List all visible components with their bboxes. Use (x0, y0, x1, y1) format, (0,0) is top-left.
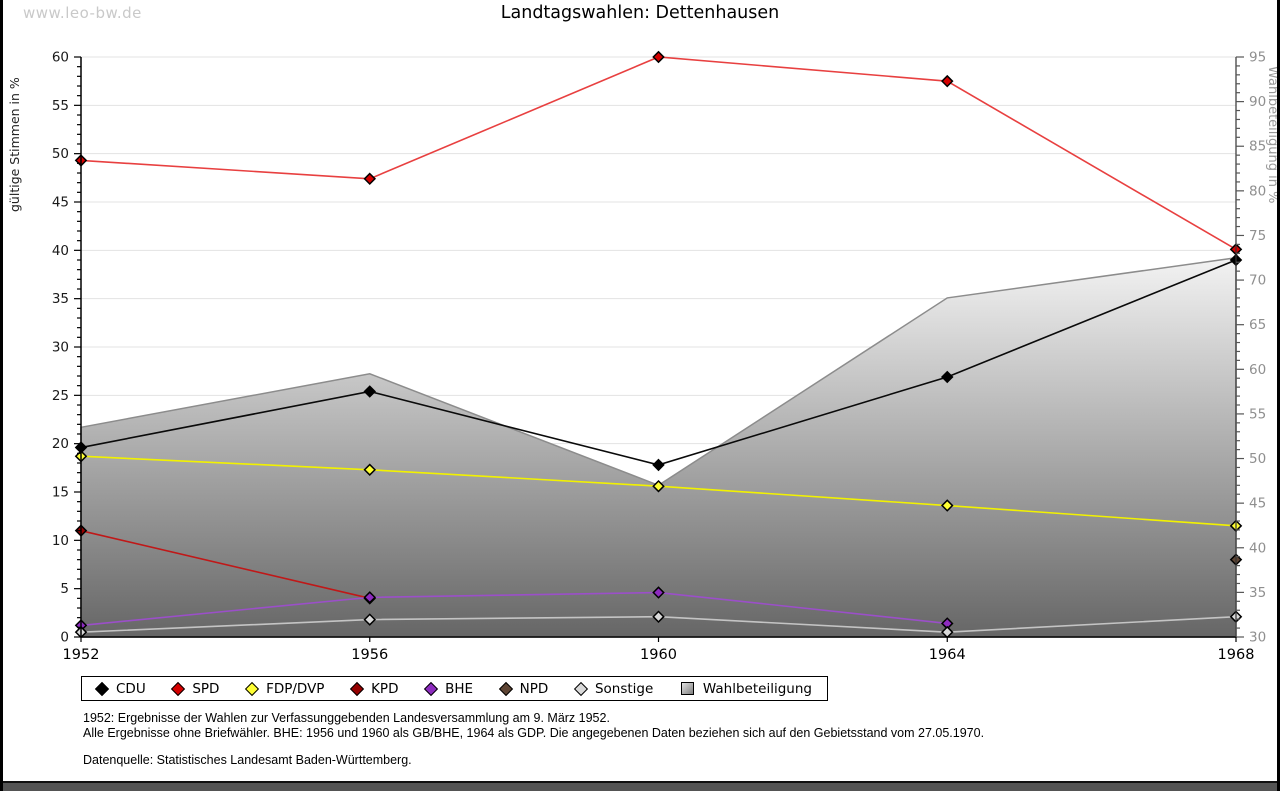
legend-label-bhe: BHE (445, 680, 474, 697)
svg-text:50: 50 (52, 146, 69, 162)
svg-text:1968: 1968 (1218, 647, 1255, 663)
legend-marker-wahlbeteiligung (680, 682, 694, 695)
svg-text:50: 50 (1249, 451, 1266, 467)
svg-text:5: 5 (60, 581, 69, 597)
legend-item-wahlbeteiligung: Wahlbeteiligung (680, 680, 812, 697)
data-point-cdu-1964 (940, 370, 954, 384)
svg-text:55: 55 (1249, 406, 1266, 422)
data-point-spd-1964 (940, 74, 954, 88)
svg-text:35: 35 (52, 291, 69, 307)
svg-text:80: 80 (1249, 183, 1266, 199)
data-point-fdp-dvp-1964 (940, 499, 954, 512)
data-point-sonstige-1960 (652, 610, 665, 623)
legend-label-fdp-dvp: FDP/DVP (266, 680, 325, 697)
svg-text:70: 70 (1249, 273, 1266, 289)
legend-marker-npd (498, 681, 513, 696)
legend-label-spd: SPD (192, 680, 220, 697)
legend-marker-kpd (350, 681, 365, 696)
legend-item-spd: SPD (171, 680, 220, 697)
svg-text:1960: 1960 (640, 647, 677, 663)
footnote-line-1: 1952: Ergebnisse der Wahlen zur Verfassu… (83, 711, 610, 725)
svg-text:95: 95 (1249, 50, 1266, 66)
svg-text:35: 35 (1249, 585, 1266, 601)
legend-label-kpd: KPD (371, 680, 399, 697)
legend-marker-fdp-dvp (244, 681, 260, 696)
svg-text:1964: 1964 (929, 647, 966, 663)
data-point-cdu-1960 (652, 458, 665, 472)
footnote-line-2: Alle Ergebnisse ohne Briefwähler. BHE: 1… (83, 725, 985, 740)
line-bhe (80, 591, 948, 627)
footnotes: 1952: Ergebnisse der Wahlen zur Verfassu… (83, 711, 984, 768)
svg-text:55: 55 (52, 98, 69, 114)
data-point-fdp-dvp-1960 (652, 479, 665, 493)
legend-label-sonstige: Sonstige (594, 680, 654, 697)
turnout-area (80, 256, 1237, 638)
legend-marker-bhe (424, 681, 439, 696)
legend-item-kpd: KPD (350, 680, 399, 697)
legend-marker-cdu (94, 681, 110, 696)
svg-text:60: 60 (1249, 362, 1266, 378)
line-kpd (80, 529, 370, 600)
svg-text:10: 10 (52, 533, 69, 549)
right-axis-title: Wahlbeteiligung in % (1265, 66, 1280, 203)
svg-text:1956: 1956 (351, 647, 388, 663)
legend-marker-spd (171, 681, 186, 696)
data-point-fdp-dvp-1956 (363, 463, 377, 477)
svg-text:90: 90 (1249, 94, 1266, 110)
axes: 0 5 10 15 20 25 30 35 40 45 50 55 60 30 35 40 45 50 55 60 65… (7, 50, 1280, 664)
svg-text:85: 85 (1249, 139, 1266, 155)
svg-text:1952: 1952 (63, 647, 100, 663)
legend-label-wahlbeteiligung: Wahlbeteiligung (702, 680, 812, 697)
svg-text:0: 0 (60, 630, 69, 646)
svg-text:25: 25 (52, 388, 69, 404)
legend-item-sonstige: Sonstige (573, 680, 654, 697)
svg-text:30: 30 (1249, 630, 1266, 646)
svg-text:65: 65 (1249, 317, 1266, 333)
svg-text:40: 40 (52, 243, 69, 259)
legend: CDU SPD FDP/DVP KPD BHE NPD Sonstige Wahlbeteil… (81, 676, 828, 701)
legend-label-cdu: CDU (116, 680, 146, 697)
svg-text:40: 40 (1249, 540, 1266, 556)
legend-item-fdp-dvp: FDP/DVP (244, 680, 325, 697)
data-point-spd-1956 (363, 172, 377, 186)
left-axis-title: gültige Stimmen in % (7, 77, 22, 212)
svg-text:20: 20 (52, 436, 69, 452)
watermark: www.leo-bw.de (23, 4, 142, 22)
svg-text:45: 45 (1249, 496, 1266, 512)
svg-text:60: 60 (52, 50, 69, 66)
legend-marker-sonstige (573, 681, 589, 696)
data-point-spd-1960 (652, 50, 665, 64)
chart-svg: 0 5 10 15 20 25 30 35 40 45 50 55 60 30 35 40 45 50 55 60 65… (7, 50, 1280, 664)
legend-label-npd: NPD (519, 680, 549, 697)
svg-text:45: 45 (52, 195, 69, 211)
chart: 0 5 10 15 20 25 30 35 40 45 50 55 60 30 35 40 45 50 55 60 65… (3, 0, 1280, 668)
svg-text:30: 30 (52, 340, 69, 356)
data-point-sonstige-1956 (363, 613, 377, 626)
chart-title: Landtagswahlen: Dettenhausen (500, 3, 780, 23)
svg-text:75: 75 (1249, 228, 1266, 244)
svg-text:15: 15 (52, 485, 69, 501)
legend-item-bhe: BHE (424, 680, 474, 697)
data-point-bhe-1960 (652, 586, 665, 599)
legend-item-cdu: CDU (94, 680, 146, 697)
footnote-source: Datenquelle: Statistisches Landesamt Bad… (83, 753, 412, 767)
window-bottom-bar (3, 781, 1277, 791)
data-point-bhe-1956 (363, 591, 377, 604)
data-point-cdu-1956 (363, 385, 377, 398)
legend-item-npd: NPD (498, 680, 549, 697)
